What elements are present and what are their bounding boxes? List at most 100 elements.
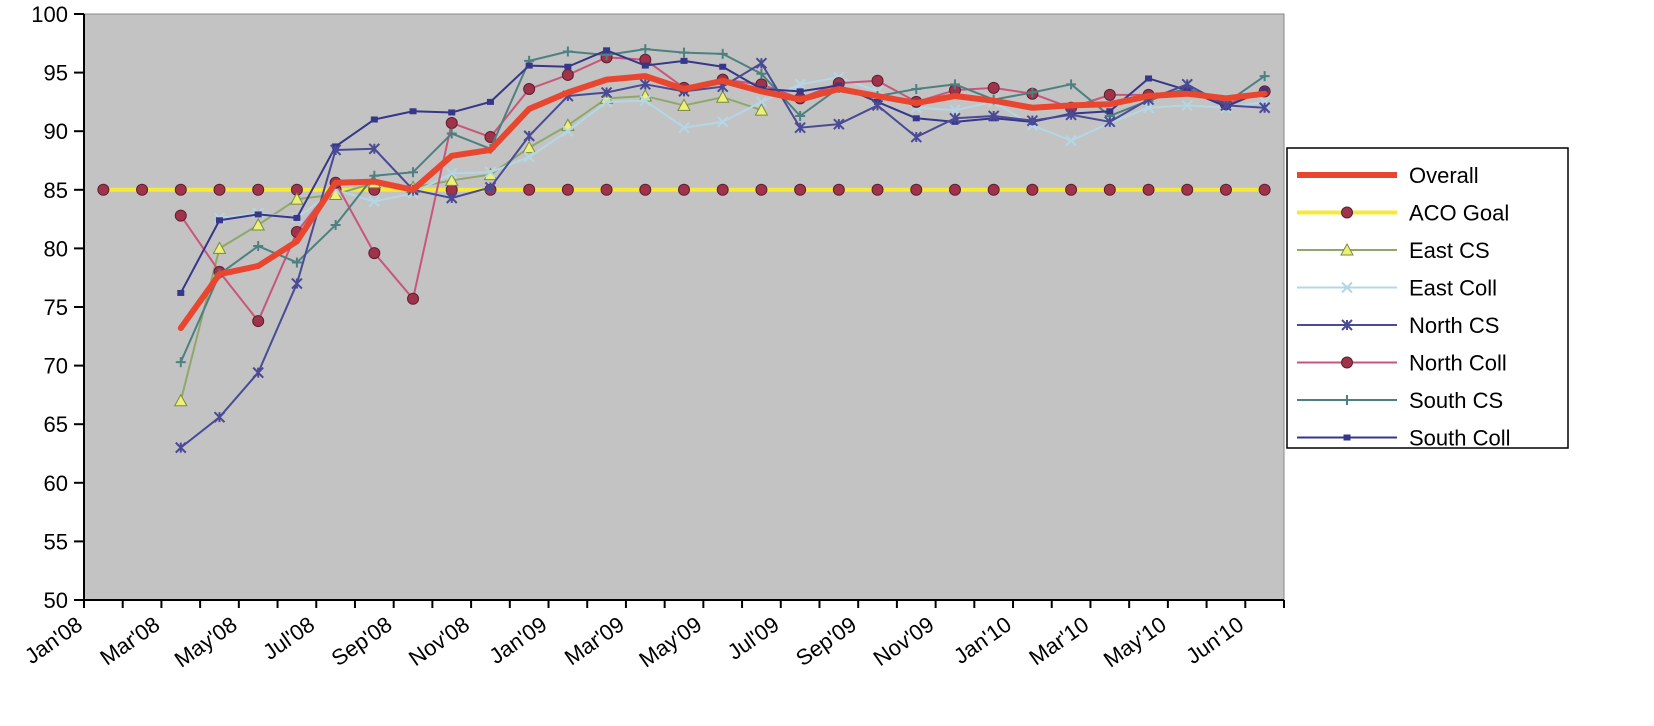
x-tick-label-jun-10: Jun'10 bbox=[1181, 612, 1248, 669]
y-axis-ticks: 50 55 60 65 70 75 80 85 90 95 100 bbox=[31, 2, 84, 613]
data-point-south-cs bbox=[1027, 87, 1038, 98]
data-point-south-coll bbox=[796, 88, 804, 95]
data-point-aco-goal bbox=[561, 183, 574, 196]
x-tick-label-sep-09: Sep'09 bbox=[791, 612, 861, 671]
data-point-east-cs bbox=[212, 241, 227, 254]
data-point-east-coll bbox=[639, 95, 651, 107]
data-point-east-cs bbox=[677, 98, 691, 111]
y-tick-label-70: 70 bbox=[44, 354, 68, 379]
data-point-south-cs bbox=[253, 241, 264, 252]
y-tick-label-80: 80 bbox=[44, 236, 68, 261]
legend-label-north-coll: North Coll bbox=[1409, 351, 1507, 376]
legend-item-overall: Overall bbox=[1297, 163, 1479, 188]
legend-item-north-cs: North CS bbox=[1297, 313, 1499, 338]
data-point-south-coll bbox=[409, 108, 417, 115]
data-point-aco-goal bbox=[600, 183, 613, 196]
x-tick-label-nov-08: Nov'08 bbox=[404, 612, 474, 671]
data-point-south-coll bbox=[254, 211, 262, 218]
data-point-north-cs bbox=[639, 78, 651, 91]
data-point-aco-goal bbox=[523, 183, 536, 196]
data-point-east-cs bbox=[251, 217, 266, 231]
data-point-south-coll bbox=[1261, 87, 1269, 94]
data-point-north-cs bbox=[910, 131, 922, 143]
data-point-north-cs bbox=[600, 86, 613, 99]
legend-label-east-cs: East CS bbox=[1409, 238, 1490, 263]
data-point-south-coll bbox=[525, 62, 533, 69]
x-tick-label-mar-09: Mar'09 bbox=[560, 612, 629, 671]
x-tick-label-jul-08: Jul'08 bbox=[258, 612, 319, 665]
legend-marker-south-cs bbox=[1342, 395, 1352, 405]
legend-marker-east-coll bbox=[1341, 281, 1353, 294]
data-point-east-coll bbox=[523, 151, 535, 163]
legend-item-south-coll: South Coll bbox=[1297, 426, 1511, 451]
data-point-south-cs bbox=[562, 46, 573, 57]
data-point-south-cs bbox=[795, 110, 806, 121]
data-point-east-cs bbox=[522, 140, 537, 154]
data-point-north-cs bbox=[1065, 109, 1077, 121]
legend-label-south-coll: South Coll bbox=[1409, 426, 1511, 451]
data-point-south-coll bbox=[448, 109, 456, 116]
legend-item-south-cs: South CS bbox=[1297, 388, 1503, 413]
data-point-aco-goal bbox=[678, 183, 690, 196]
x-tick-label-jan-08: Jan'08 bbox=[20, 612, 87, 669]
series-aco-goal bbox=[97, 183, 1271, 196]
legend-item-north-coll: North Coll bbox=[1297, 351, 1507, 376]
legend-box bbox=[1286, 147, 1569, 449]
data-point-aco-goal bbox=[97, 183, 110, 196]
data-point-aco-goal bbox=[174, 183, 187, 196]
data-point-south-coll bbox=[1106, 108, 1114, 115]
data-point-south-coll bbox=[680, 57, 688, 64]
series-overall bbox=[177, 73, 1268, 332]
data-point-south-coll bbox=[177, 289, 185, 296]
data-point-east-coll bbox=[949, 104, 961, 116]
data-point-east-cs bbox=[290, 192, 304, 205]
data-point-east-cs bbox=[444, 173, 459, 186]
data-point-north-cs bbox=[446, 192, 458, 204]
legend-marker-aco-goal bbox=[1341, 206, 1353, 219]
x-tick-label-jan-10: Jan'10 bbox=[949, 612, 1016, 669]
x-tick-label-mar-08: Mar'08 bbox=[95, 612, 164, 671]
x-tick-label-nov-09: Nov'09 bbox=[869, 612, 939, 671]
data-point-east-coll bbox=[484, 166, 497, 178]
data-point-north-coll bbox=[1103, 88, 1116, 101]
data-point-east-cs bbox=[715, 90, 730, 103]
data-point-south-cs bbox=[717, 48, 728, 59]
data-point-north-cs bbox=[1181, 78, 1193, 91]
data-point-north-cs bbox=[794, 121, 806, 134]
data-point-aco-goal bbox=[832, 183, 845, 196]
data-point-north-coll bbox=[987, 81, 1000, 94]
data-point-north-coll bbox=[407, 292, 420, 305]
legend-marker-north-cs bbox=[1341, 319, 1353, 331]
data-point-south-cs bbox=[446, 128, 457, 139]
data-point-east-coll bbox=[368, 195, 381, 208]
y-tick-label-75: 75 bbox=[44, 295, 68, 320]
data-point-east-coll bbox=[755, 96, 768, 108]
data-point-aco-goal bbox=[1181, 183, 1194, 196]
legend-item-aco-goal: ACO Goal bbox=[1297, 201, 1509, 226]
data-point-aco-goal bbox=[136, 183, 149, 196]
data-point-aco-goal bbox=[252, 183, 265, 196]
data-point-east-coll bbox=[678, 121, 690, 134]
data-point-north-coll bbox=[368, 247, 381, 260]
data-point-east-coll bbox=[600, 96, 613, 108]
data-point-north-cs bbox=[833, 118, 845, 130]
data-point-south-coll bbox=[1183, 87, 1191, 94]
y-tick-label-55: 55 bbox=[44, 529, 68, 554]
data-point-aco-goal bbox=[1219, 183, 1232, 196]
x-axis-ticks: Jan'08 Mar'08 May'08 Jul'08 Sep'08 Nov'08 Jan'… bbox=[20, 600, 1285, 672]
legend-marker-south-coll bbox=[1343, 434, 1351, 441]
legend-label-overall: Overall bbox=[1409, 163, 1479, 188]
data-point-aco-goal bbox=[910, 183, 923, 196]
data-point-north-coll bbox=[561, 68, 574, 81]
data-point-north-cs bbox=[1104, 116, 1116, 128]
y-tick-label-95: 95 bbox=[44, 61, 68, 86]
data-point-south-cs bbox=[408, 167, 419, 178]
data-point-east-coll bbox=[794, 78, 806, 91]
data-point-south-cs bbox=[640, 44, 651, 55]
data-point-east-coll bbox=[1065, 134, 1077, 147]
data-point-south-coll bbox=[370, 116, 378, 123]
data-point-north-cs bbox=[329, 144, 342, 156]
data-point-south-coll bbox=[486, 98, 494, 105]
x-tick-label-jan-09: Jan'09 bbox=[484, 612, 551, 669]
